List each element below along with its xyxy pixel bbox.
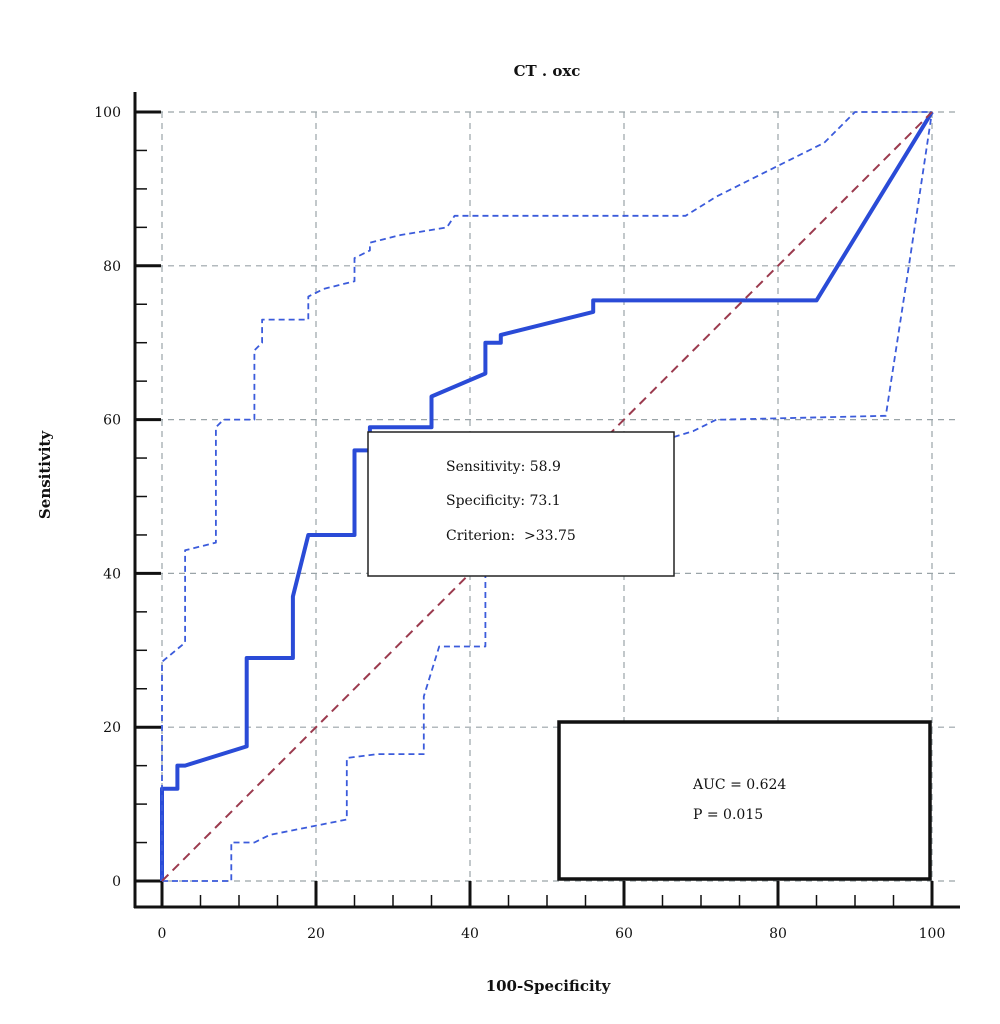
x-tick-label-3: 60	[615, 926, 633, 942]
y-tick-label-4: 80	[103, 259, 121, 275]
y-tick-label-2: 40	[103, 566, 121, 582]
y-tick-label-0: 0	[112, 874, 121, 890]
y-axis-title: Sensitivity	[36, 430, 54, 519]
criterion-box-frame	[367, 431, 675, 577]
x-tick-label-2: 40	[461, 926, 479, 942]
criterion-box-criterion: Criterion: >33.75	[446, 528, 576, 544]
auc-value: AUC = 0.624	[692, 777, 786, 793]
auc-box: AUC = 0.624 P = 0.015	[557, 720, 932, 881]
x-tick-label-5: 100	[919, 926, 946, 942]
x-axis-title: 100-Specificity	[486, 977, 612, 995]
criterion-box-sensitivity: Sensitivity: 58.9	[446, 459, 561, 475]
p-value: P = 0.015	[693, 807, 763, 823]
criterion-box-specificity: Specificity: 73.1	[446, 493, 561, 509]
x-tick-label-0: 0	[158, 926, 167, 942]
auc-box-frame	[557, 720, 932, 881]
criterion-box: Sensitivity: 58.9 Specificity: 73.1 Crit…	[367, 431, 675, 577]
lower-confidence-bound-line	[162, 111, 933, 882]
x-tick-label-1: 20	[307, 926, 325, 942]
chart-title: CT . oxc	[514, 62, 581, 80]
upper-confidence-bound-line	[161, 111, 932, 881]
x-tick-label-4: 80	[769, 926, 787, 942]
y-tick-label-1: 20	[103, 720, 121, 736]
axes: 0 20 40 60 80 100 0 20 40 60 80 100	[94, 92, 960, 942]
y-tick-label-3: 60	[103, 413, 121, 429]
roc-curve-line	[160, 110, 934, 881]
y-tick-label-5: 100	[94, 105, 121, 121]
